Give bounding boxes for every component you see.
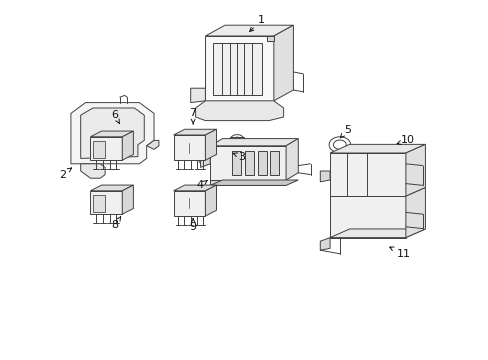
Text: 2: 2	[59, 168, 71, 180]
Polygon shape	[173, 191, 205, 216]
Polygon shape	[329, 153, 405, 196]
Polygon shape	[200, 153, 210, 167]
Polygon shape	[205, 129, 216, 160]
Polygon shape	[320, 238, 329, 250]
Text: 5: 5	[340, 125, 350, 138]
Text: 4: 4	[197, 180, 207, 190]
Polygon shape	[90, 191, 122, 214]
Polygon shape	[90, 185, 133, 191]
Bar	[270, 151, 279, 175]
Polygon shape	[329, 196, 405, 238]
Polygon shape	[285, 139, 298, 180]
Polygon shape	[405, 188, 425, 238]
Text: 11: 11	[389, 247, 409, 259]
Polygon shape	[222, 180, 234, 185]
Bar	[229, 137, 244, 146]
Polygon shape	[173, 185, 216, 191]
Polygon shape	[242, 180, 254, 185]
Text: 6: 6	[111, 110, 119, 123]
Polygon shape	[81, 108, 144, 158]
Polygon shape	[205, 185, 216, 216]
Text: 9: 9	[189, 219, 196, 232]
Polygon shape	[205, 36, 273, 101]
Polygon shape	[90, 131, 133, 137]
Bar	[257, 151, 266, 175]
Polygon shape	[90, 137, 122, 160]
Bar	[93, 195, 105, 212]
Bar	[244, 151, 253, 175]
Polygon shape	[173, 135, 205, 160]
Polygon shape	[195, 101, 283, 121]
Polygon shape	[329, 229, 425, 238]
Polygon shape	[122, 185, 133, 214]
Polygon shape	[210, 139, 298, 146]
Text: 1: 1	[249, 15, 264, 31]
Polygon shape	[173, 129, 216, 135]
Polygon shape	[71, 103, 154, 164]
Polygon shape	[205, 25, 293, 36]
Polygon shape	[190, 88, 205, 103]
Polygon shape	[122, 131, 133, 160]
Polygon shape	[273, 25, 293, 101]
Polygon shape	[146, 140, 159, 149]
Polygon shape	[266, 36, 273, 41]
Bar	[93, 141, 105, 158]
Bar	[232, 151, 241, 175]
Polygon shape	[405, 144, 425, 196]
Text: 8: 8	[111, 217, 121, 230]
Text: 3: 3	[232, 152, 245, 162]
Text: 10: 10	[396, 135, 414, 145]
Polygon shape	[81, 164, 105, 178]
Polygon shape	[210, 180, 285, 185]
Bar	[212, 43, 261, 95]
Polygon shape	[320, 171, 329, 182]
Polygon shape	[210, 180, 298, 185]
Polygon shape	[210, 146, 285, 180]
Text: 7: 7	[189, 108, 196, 124]
Polygon shape	[261, 180, 273, 185]
Polygon shape	[329, 144, 425, 153]
